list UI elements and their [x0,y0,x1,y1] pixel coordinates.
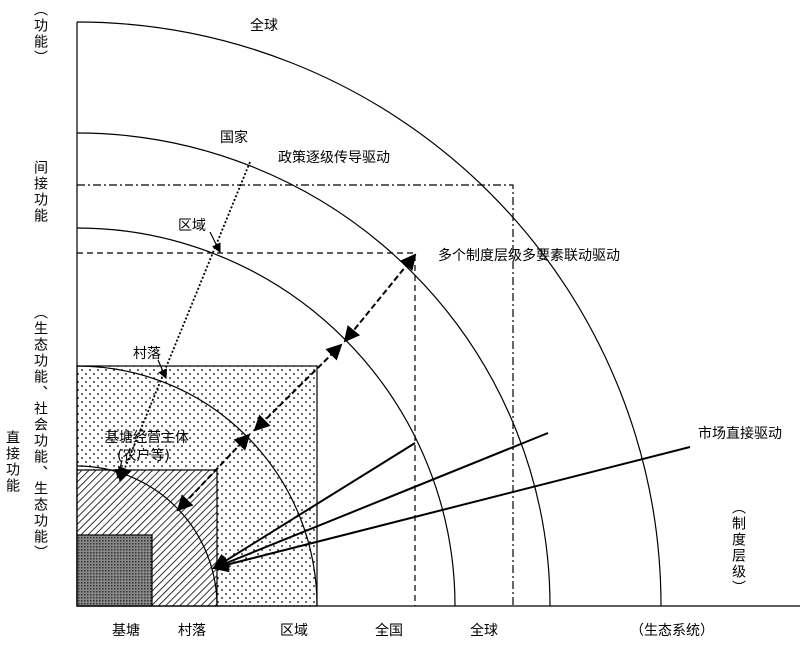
label: 村落 [133,346,161,362]
label: 国家 [220,129,248,146]
label: 多个制度层级多要素联动驱动 [438,247,620,264]
label: 区域 [178,218,206,234]
x-label: 基塘 [112,622,140,639]
label: 基塘经营主体 [105,429,189,446]
x-label: 区域 [280,623,308,639]
shapes [76,21,800,607]
label: 政策逐级传导驱动 [278,149,390,166]
label: 全球 [250,17,278,34]
y-label: 直接功能 [4,429,20,494]
y-label: （功能） [32,2,48,66]
labels: 全球 国家 政策逐级传导驱动 区域 多个制度层级多要素联动驱动 村落 基塘经营主… [4,2,782,639]
x-title: （生态系统） [630,623,714,639]
label: (农户等) [117,447,170,464]
x-label: 全国 [375,622,403,639]
label: 市场直接驱动 [698,425,782,442]
x-label: 村落 [178,623,206,639]
y-label: （制度层级） [730,500,746,596]
y-label: 间接功能 [32,160,48,224]
x-label: 全球 [470,622,498,639]
y-label: （生态功能、社会功能、生态功能） [32,305,48,561]
